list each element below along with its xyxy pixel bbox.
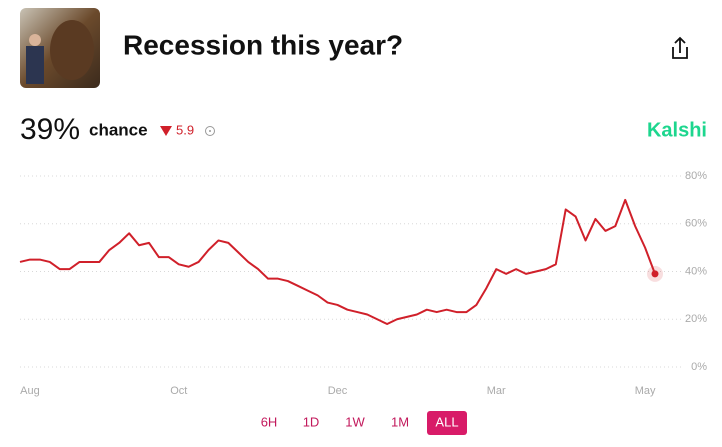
range-button[interactable]: 1M	[391, 414, 409, 429]
range-button[interactable]: 6H	[261, 414, 278, 429]
x-tick-label: Dec	[328, 385, 348, 397]
y-tick-label: 20%	[685, 313, 707, 325]
current-text: chance	[89, 120, 148, 139]
y-tick-label: 0%	[691, 361, 707, 373]
y-tick-label: 60%	[685, 218, 707, 230]
source: Kalshi	[647, 119, 707, 141]
range-button[interactable]: ALL	[435, 414, 458, 429]
change-arrow	[160, 126, 172, 136]
x-tick-label: Aug	[20, 385, 40, 397]
title: Recession this year?	[123, 29, 403, 60]
y-tick-label: 80%	[685, 170, 707, 182]
market-photo	[20, 8, 100, 88]
range-button[interactable]: 1D	[303, 414, 320, 429]
x-tick-label: Oct	[170, 385, 187, 397]
range-button[interactable]: 1W	[345, 414, 365, 429]
share-button[interactable]	[672, 36, 688, 59]
range-button-bg[interactable]	[427, 411, 467, 435]
end-point	[651, 270, 659, 278]
x-tick-label: May	[635, 385, 656, 397]
info-icon[interactable]	[205, 126, 215, 136]
y-tick-label: 40%	[685, 265, 707, 277]
current-value: 39%	[20, 113, 80, 146]
change-value: 5.9	[176, 122, 194, 137]
line	[19, 198, 656, 326]
x-tick-label: Mar	[487, 385, 506, 397]
